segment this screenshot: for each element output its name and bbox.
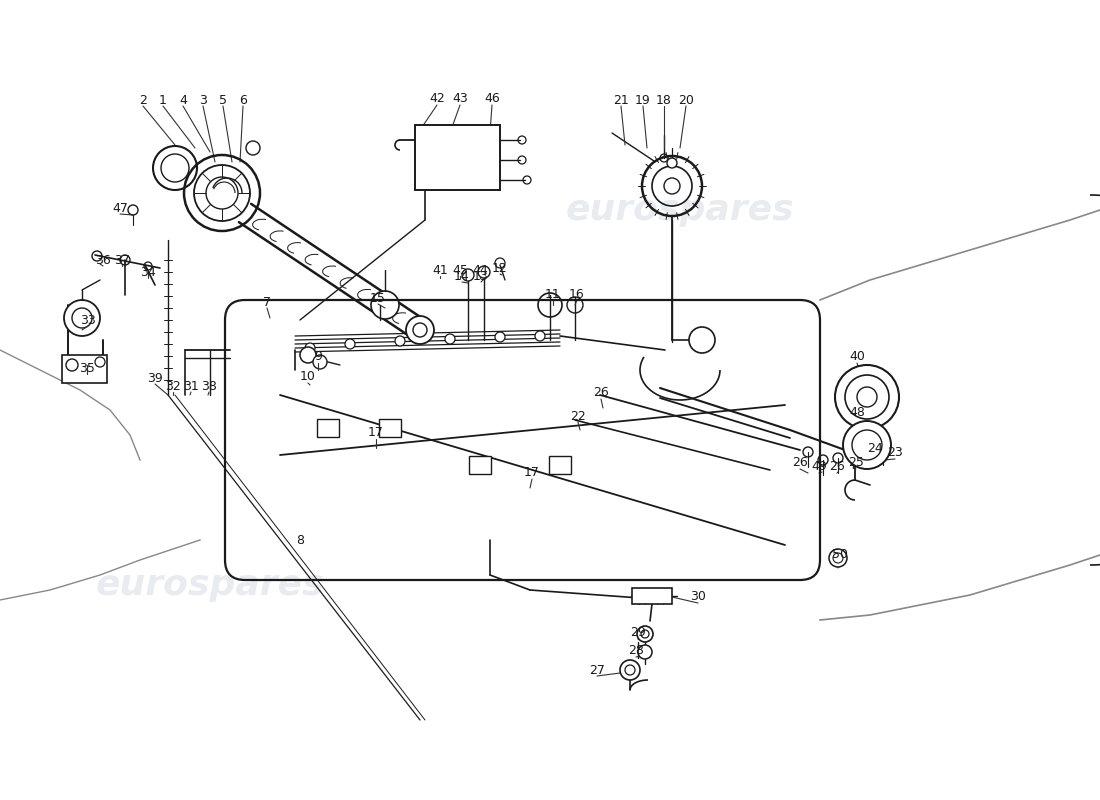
Circle shape [848,448,858,458]
Text: 40: 40 [849,350,865,363]
Circle shape [495,332,505,342]
Text: 26: 26 [792,457,807,470]
Circle shape [538,293,562,317]
Text: 31: 31 [183,379,199,393]
Text: 10: 10 [300,370,316,383]
Circle shape [64,300,100,336]
Text: 24: 24 [867,442,883,454]
Circle shape [638,645,652,659]
Bar [632,588,672,604]
Circle shape [637,626,653,642]
Text: 50: 50 [832,549,848,562]
Circle shape [843,421,891,469]
Text: 29: 29 [630,626,646,639]
Circle shape [667,158,676,168]
Text: 15: 15 [370,291,386,305]
Text: 19: 19 [635,94,651,106]
Text: eurospares: eurospares [96,568,324,602]
Text: 35: 35 [79,362,95,374]
Circle shape [689,327,715,353]
Text: 37: 37 [114,254,130,266]
Circle shape [833,453,843,463]
Text: eurospares: eurospares [565,193,794,227]
Text: 46: 46 [484,93,499,106]
Circle shape [620,660,640,680]
Circle shape [406,316,434,344]
Text: 8: 8 [296,534,304,547]
Text: 38: 38 [201,379,217,393]
Circle shape [395,336,405,346]
Text: 21: 21 [613,94,629,106]
Text: 34: 34 [140,266,156,278]
Text: 43: 43 [452,93,468,106]
Circle shape [829,549,847,567]
Circle shape [818,455,828,465]
Circle shape [345,339,355,349]
Circle shape [878,445,888,455]
Circle shape [864,440,873,450]
Text: 9: 9 [315,350,322,363]
Bar [549,456,571,474]
Text: 45: 45 [452,263,468,277]
Text: 11: 11 [546,287,561,301]
Text: 14: 14 [454,270,470,282]
Circle shape [371,291,399,319]
Text: 13: 13 [473,270,488,282]
Circle shape [857,387,877,407]
Text: 25: 25 [848,457,864,470]
Text: 23: 23 [887,446,903,459]
Text: 18: 18 [656,94,672,106]
Text: 4: 4 [179,94,187,106]
Circle shape [835,365,899,429]
Text: 26: 26 [829,461,845,474]
Text: 41: 41 [432,263,448,277]
Text: 49: 49 [811,461,827,474]
Text: 12: 12 [492,262,508,274]
Text: 33: 33 [80,314,96,326]
Bar [379,419,401,437]
Text: 27: 27 [590,663,605,677]
Text: 6: 6 [239,94,246,106]
Text: 42: 42 [429,93,444,106]
Text: 17: 17 [368,426,384,439]
Text: 28: 28 [628,645,643,658]
Circle shape [566,297,583,313]
Text: 32: 32 [165,379,180,393]
Circle shape [412,323,427,337]
Text: 20: 20 [678,94,694,106]
Circle shape [462,269,474,281]
Text: 47: 47 [112,202,128,214]
Text: 48: 48 [849,406,865,419]
Text: 5: 5 [219,94,227,106]
Text: 3: 3 [199,94,207,106]
Text: 26: 26 [593,386,609,399]
Circle shape [535,331,544,341]
Text: 16: 16 [569,287,585,301]
Bar [62,355,107,383]
Text: 7: 7 [263,295,271,309]
Text: 36: 36 [95,254,111,266]
Text: 2: 2 [139,94,147,106]
Circle shape [845,375,889,419]
Circle shape [300,347,316,363]
Text: 22: 22 [570,410,586,422]
Text: 39: 39 [147,371,163,385]
Circle shape [246,141,260,155]
Text: 44: 44 [472,263,488,277]
Bar [415,125,500,190]
Text: 17: 17 [524,466,540,479]
Text: 1: 1 [160,94,167,106]
Circle shape [305,343,315,353]
Bar [469,456,491,474]
Text: 30: 30 [690,590,706,603]
Circle shape [478,266,490,278]
Circle shape [852,430,882,460]
Bar [317,419,339,437]
Circle shape [446,334,455,344]
Circle shape [314,355,327,369]
Circle shape [803,447,813,457]
